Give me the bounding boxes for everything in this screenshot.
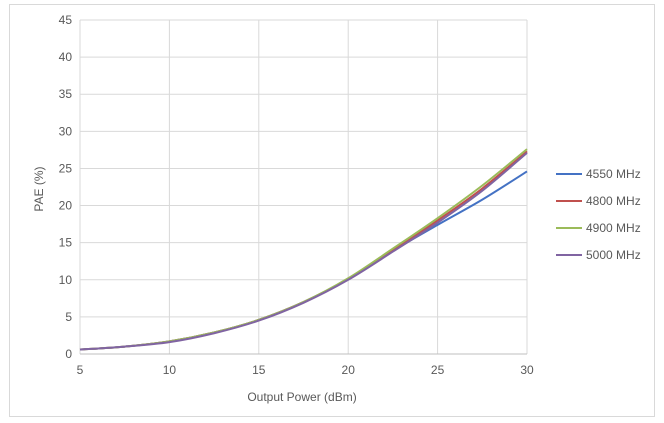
x-axis-label: Output Power (dBm) [247,390,356,404]
legend: 4550 MHz 4800 MHz 4900 MHz 5000 MHz [556,167,641,262]
series-line-4900-mhz [80,149,527,349]
x-tick-label-4: 25 [431,363,445,377]
x-tick-label-0: 5 [77,363,84,377]
y-tick-label-6: 30 [59,124,73,138]
y-tick-label-4: 20 [59,199,73,213]
legend-label-1: 4800 MHz [586,194,641,208]
series-line-4800-mhz [80,151,527,349]
grid-lines [80,20,527,354]
y-tick-label-5: 25 [59,161,73,175]
y-tick-label-2: 10 [59,273,73,287]
y-tick-label-3: 15 [59,236,73,250]
chart-frame: 5 10 15 20 25 30 0 5 10 15 20 25 30 35 40 45 4550 MHz 4… [9,4,655,417]
y-tick-labels: 0 5 10 15 20 25 30 35 40 45 [59,13,73,361]
x-tick-label-3: 20 [342,363,356,377]
legend-label-3: 5000 MHz [586,248,641,262]
x-tick-labels: 5 10 15 20 25 30 [77,363,534,377]
legend-label-2: 4900 MHz [586,221,641,235]
y-tick-label-7: 35 [59,87,73,101]
series-lines [80,149,527,349]
y-tick-label-0: 0 [65,347,72,361]
x-tick-label-1: 10 [163,363,177,377]
series-line-4550-mhz [80,171,527,349]
y-axis-label: PAE (%) [32,166,46,211]
x-tick-label-5: 30 [520,363,534,377]
y-tick-label-8: 40 [59,50,73,64]
legend-label-0: 4550 MHz [586,167,641,181]
series-line-5000-mhz [80,153,527,350]
x-tick-label-2: 15 [252,363,266,377]
y-tick-label-9: 45 [59,13,73,27]
y-tick-label-1: 5 [65,310,72,324]
